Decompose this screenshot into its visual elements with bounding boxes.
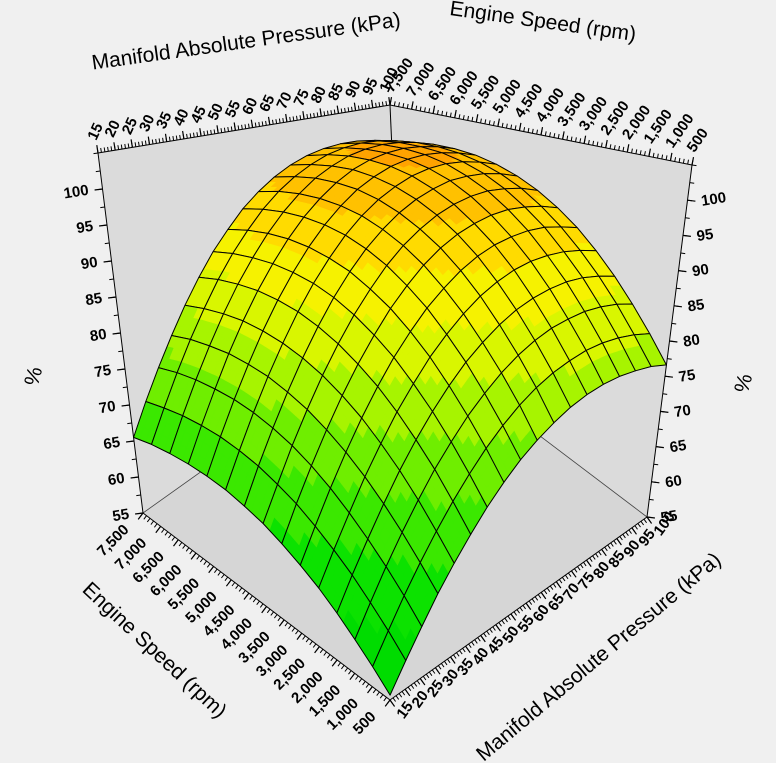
axis-z-left-label: 85	[84, 290, 103, 309]
axis-map-top-label: 15	[84, 120, 106, 142]
axis-map-top-label: 90	[342, 78, 364, 100]
axis-z-right-label: 75	[677, 366, 696, 385]
axis-z-right-label: 80	[682, 331, 701, 350]
axis-z-left-label: 60	[107, 470, 126, 489]
axis-z-left-label: 80	[89, 326, 108, 345]
axis-map-bottom-label: 40	[469, 645, 493, 668]
axis-map-bottom-label: 35	[454, 655, 478, 678]
axis-z-left-label: 95	[75, 218, 94, 237]
axis-map-top-label: 30	[136, 112, 158, 134]
axis-map-top-label: 40	[170, 106, 192, 128]
axis-z-left-label: 65	[102, 434, 121, 453]
axis-z-left-label: 70	[98, 398, 117, 417]
surface-mesh	[133, 139, 667, 696]
axis-map-top-label: 50	[205, 101, 227, 123]
axis-map-bottom-label: 45	[484, 634, 508, 657]
axis-z-right-label: 85	[686, 296, 705, 315]
axis-z-left-label: 55	[111, 506, 130, 525]
axis-z-left-label: 100	[62, 182, 89, 203]
axis-map-bottom-label: 15	[393, 698, 417, 721]
axes: 5001,0001,5002,0002,5003,0003,5004,0004,…	[62, 55, 727, 738]
axis-z-right-label: 90	[691, 261, 710, 280]
axis-map-bottom-label: 65	[545, 591, 569, 614]
axis-map-top-label: 20	[102, 118, 124, 140]
axis-map-bottom-label: 20	[408, 688, 432, 711]
axis-map-bottom-label: 90	[620, 537, 644, 560]
axis-z-right-label: 100	[700, 189, 727, 210]
axis-map-bottom-label: 30	[439, 666, 463, 689]
axis-z-right-label: 95	[695, 226, 714, 245]
axis-map-bottom-label: 60	[529, 602, 553, 625]
axis-map-top-label: 45	[187, 104, 209, 126]
axis-map-bottom-label: 50	[499, 623, 523, 646]
axis-z-right: 55 60 65 70 75 80 85 90 95 100	[646, 164, 727, 527]
axis-map-top-label: 25	[119, 115, 141, 137]
axis-z-right-label: 65	[668, 437, 687, 456]
axis-map-top-label: 60	[239, 95, 261, 117]
axis-map-top-label: 80	[308, 84, 330, 106]
axis-z-right-label: 55	[659, 507, 678, 526]
axis-map-bottom-label: 85	[605, 548, 629, 571]
axis-map-bottom-label: 80	[590, 558, 614, 581]
axis-map-bottom-label: 25	[424, 677, 448, 700]
axis-map-bottom-label: 75	[575, 569, 599, 592]
axis-map-top-label: 75	[291, 87, 313, 109]
axis-map-bottom-label: 70	[560, 580, 584, 603]
axis-map-top-label: 85	[325, 81, 347, 103]
axis-map-top-label: 65	[256, 92, 278, 114]
axis-z-left-label: 90	[80, 254, 99, 273]
axis-z-left-label: 75	[93, 362, 112, 381]
axis-map-bottom-label: 55	[514, 612, 538, 635]
axis-map-top-label: 35	[153, 109, 175, 131]
axis-map-bottom-label: 95	[635, 526, 659, 549]
axis-z-left: 55 60 65 70 75 80 85 90 95 100	[62, 152, 144, 525]
axis-rpm-top: 5001,0001,5002,0002,5003,0003,5004,0004,…	[382, 55, 712, 166]
axis-map-top-label: 95	[359, 75, 381, 97]
axis-z-right-label: 70	[673, 402, 692, 421]
axis-map-top-label: 55	[222, 98, 244, 120]
axis-z-right-label: 60	[664, 472, 683, 491]
axis-map-top-label: 70	[273, 89, 295, 111]
